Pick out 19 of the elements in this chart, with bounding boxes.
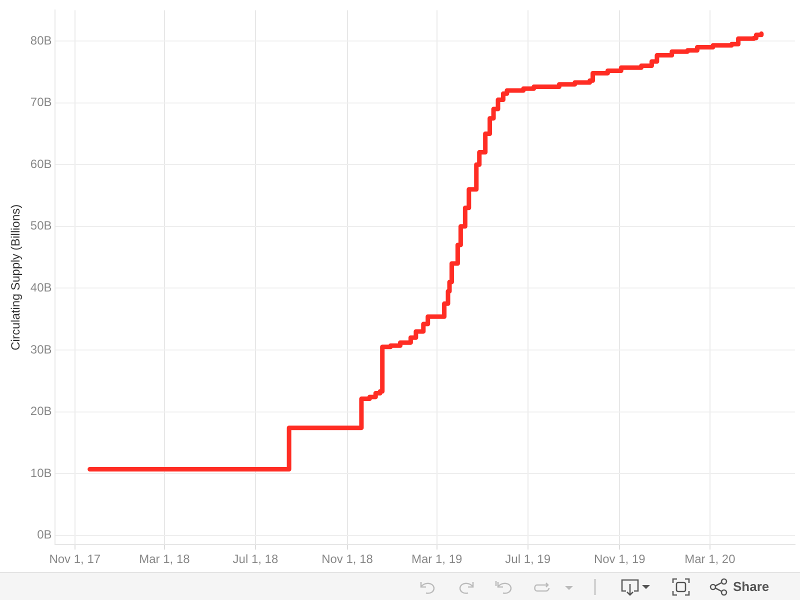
x-tick-label: Jul 1, 18 — [232, 552, 278, 566]
y-tick-label: 70B — [30, 95, 52, 110]
x-tick-label: Nov 1, 17 — [49, 552, 101, 566]
y-tick-label: 40B — [30, 280, 52, 295]
y-tick-label: 0B — [37, 528, 52, 542]
x-tick-label: Mar 1, 20 — [684, 552, 736, 566]
y-tick-label: 20B — [30, 404, 52, 418]
x-tick-label: Mar 1, 19 — [411, 552, 462, 566]
x-tick-label: Nov 1, 19 — [594, 552, 646, 566]
x-tick-label: Nov 1, 18 — [322, 552, 374, 566]
y-tick-label: 10B — [30, 466, 52, 480]
x-tick-label: Jul 1, 19 — [505, 552, 551, 566]
text: Share — [733, 579, 770, 594]
y-tick-label: 60B — [30, 156, 52, 171]
y-tick-label: 30B — [30, 342, 52, 356]
x-tick-label: Mar 1, 18 — [139, 552, 190, 566]
y-axis-title: Circulating Supply (Billions) — [8, 204, 23, 350]
y-tick-label: 80B — [30, 33, 52, 48]
y-tick-label: 50B — [30, 218, 52, 233]
